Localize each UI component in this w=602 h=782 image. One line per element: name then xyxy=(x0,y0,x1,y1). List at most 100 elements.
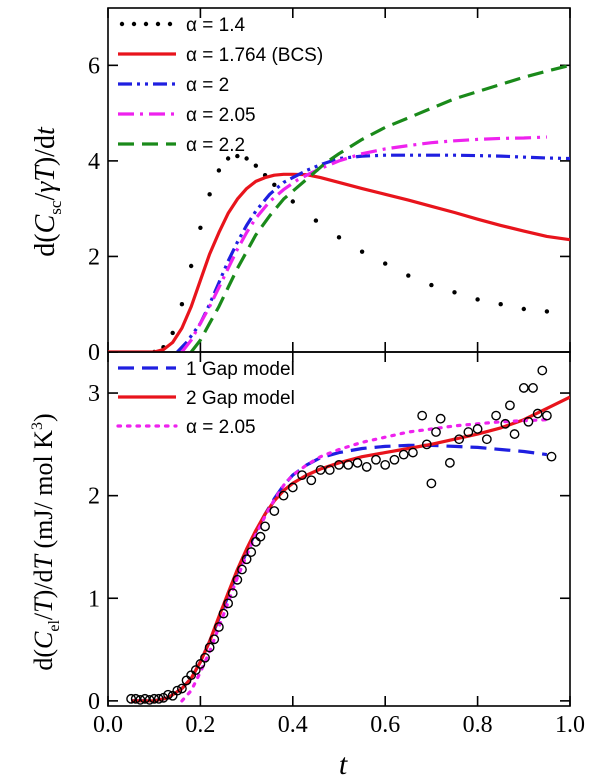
bottom-y-axis-title: d(Cel/T)/dT (mJ/ mol K3) xyxy=(29,413,63,670)
data-point xyxy=(177,683,187,694)
plot-area xyxy=(108,63,570,352)
data-point xyxy=(223,598,234,609)
legend-label: α = 1.764 (BCS) xyxy=(186,45,323,66)
data-point xyxy=(153,693,164,704)
data-point xyxy=(149,693,160,704)
legend-swatch xyxy=(167,21,173,27)
series-dot xyxy=(272,182,277,187)
series-dot xyxy=(188,263,194,269)
data-point xyxy=(542,410,552,421)
series-dot xyxy=(498,302,503,307)
data-point xyxy=(297,470,307,481)
data-point xyxy=(472,424,483,434)
data-point xyxy=(352,457,363,468)
data-point xyxy=(135,694,146,705)
data-point xyxy=(213,622,224,632)
data-point xyxy=(431,427,441,437)
data-point xyxy=(408,447,418,458)
series-line-2 xyxy=(108,172,570,352)
series-dot xyxy=(544,309,550,314)
series-dot xyxy=(336,235,342,240)
data-point xyxy=(130,693,141,704)
series-dot xyxy=(198,225,203,230)
series-line-1 xyxy=(131,443,548,703)
data-point xyxy=(454,434,465,445)
data-point xyxy=(463,427,474,437)
legend-label: α = 2 xyxy=(186,75,229,96)
series-dot xyxy=(235,153,240,159)
data-point xyxy=(200,652,210,663)
data-point xyxy=(343,459,354,470)
legend-label: 2 Gap model xyxy=(186,388,295,409)
legend-label: α = 2.2 xyxy=(186,135,245,156)
y-tick-label: 1 xyxy=(88,586,100,612)
x-tick-label: 0.6 xyxy=(370,712,400,738)
series-line-4 xyxy=(180,135,547,352)
legend-swatch xyxy=(131,21,137,27)
plot-frame xyxy=(107,7,571,353)
data-point xyxy=(195,659,206,669)
data-point xyxy=(140,693,150,704)
data-point xyxy=(435,413,446,424)
data-point xyxy=(361,462,372,472)
series-dot xyxy=(359,249,365,254)
data-point xyxy=(518,383,529,393)
data-point xyxy=(287,482,298,493)
data-point xyxy=(232,574,243,585)
data-point xyxy=(398,449,409,460)
y-tick-label: 0 xyxy=(88,340,100,366)
data-point xyxy=(334,459,344,470)
legend-swatch xyxy=(119,21,125,27)
series-line-3 xyxy=(176,153,570,352)
data-point xyxy=(444,457,455,468)
data-point xyxy=(218,608,229,619)
data-point xyxy=(481,434,492,445)
series-dot xyxy=(475,297,480,302)
data-point xyxy=(269,506,280,516)
data-point xyxy=(126,693,137,704)
x-tick-label: 0.2 xyxy=(185,712,215,738)
data-point xyxy=(144,694,155,705)
data-point xyxy=(523,416,534,427)
series-line-3 xyxy=(180,418,549,703)
y-tick-label: 0 xyxy=(88,689,100,715)
series-line-5 xyxy=(189,63,570,352)
bottom-panel: 0 1 2 3 0.0 0.2 0.4 0.6 0.8 1.0 1 Gap model 2 Gap m… xyxy=(88,351,585,738)
series-dot xyxy=(406,273,411,278)
data-point xyxy=(426,478,437,489)
data-point xyxy=(546,451,557,462)
plot-frame xyxy=(107,351,571,707)
data-point xyxy=(491,410,501,421)
data-point xyxy=(241,554,252,565)
series-dot xyxy=(383,261,388,266)
y-tick-label: 2 xyxy=(88,244,100,270)
series-dot xyxy=(179,302,185,307)
data-point xyxy=(389,454,400,465)
legend-label: α = 2.05 xyxy=(186,105,256,126)
y-tick-label: 6 xyxy=(88,53,100,79)
series-dot xyxy=(244,156,249,161)
data-point xyxy=(260,521,270,532)
data-point xyxy=(509,429,520,439)
top-panel: 0 2 4 6 α = 1.4 α = 1.764 (BCS) α = 2 α = 2.05 α… xyxy=(88,7,571,366)
y-tick-label: 3 xyxy=(88,381,100,407)
data-point xyxy=(190,665,201,675)
legend-label: 1 Gap model xyxy=(186,359,295,380)
legend-label: α = 2.05 xyxy=(186,417,256,438)
data-point xyxy=(532,408,543,419)
data-point xyxy=(204,642,215,653)
legend-label: α = 1.4 xyxy=(186,15,245,36)
x-tick-label: 0.4 xyxy=(278,712,308,738)
data-point xyxy=(227,588,238,599)
series-dot xyxy=(253,163,259,168)
data-point xyxy=(246,547,257,557)
data-point xyxy=(237,564,247,575)
data-point xyxy=(537,365,548,376)
data-point xyxy=(500,418,511,429)
x-axis-title: t xyxy=(339,748,348,781)
y-tick-label: 2 xyxy=(88,484,100,510)
series-dot xyxy=(429,282,434,288)
plot-area xyxy=(126,365,570,705)
series-line-2 xyxy=(131,395,570,703)
